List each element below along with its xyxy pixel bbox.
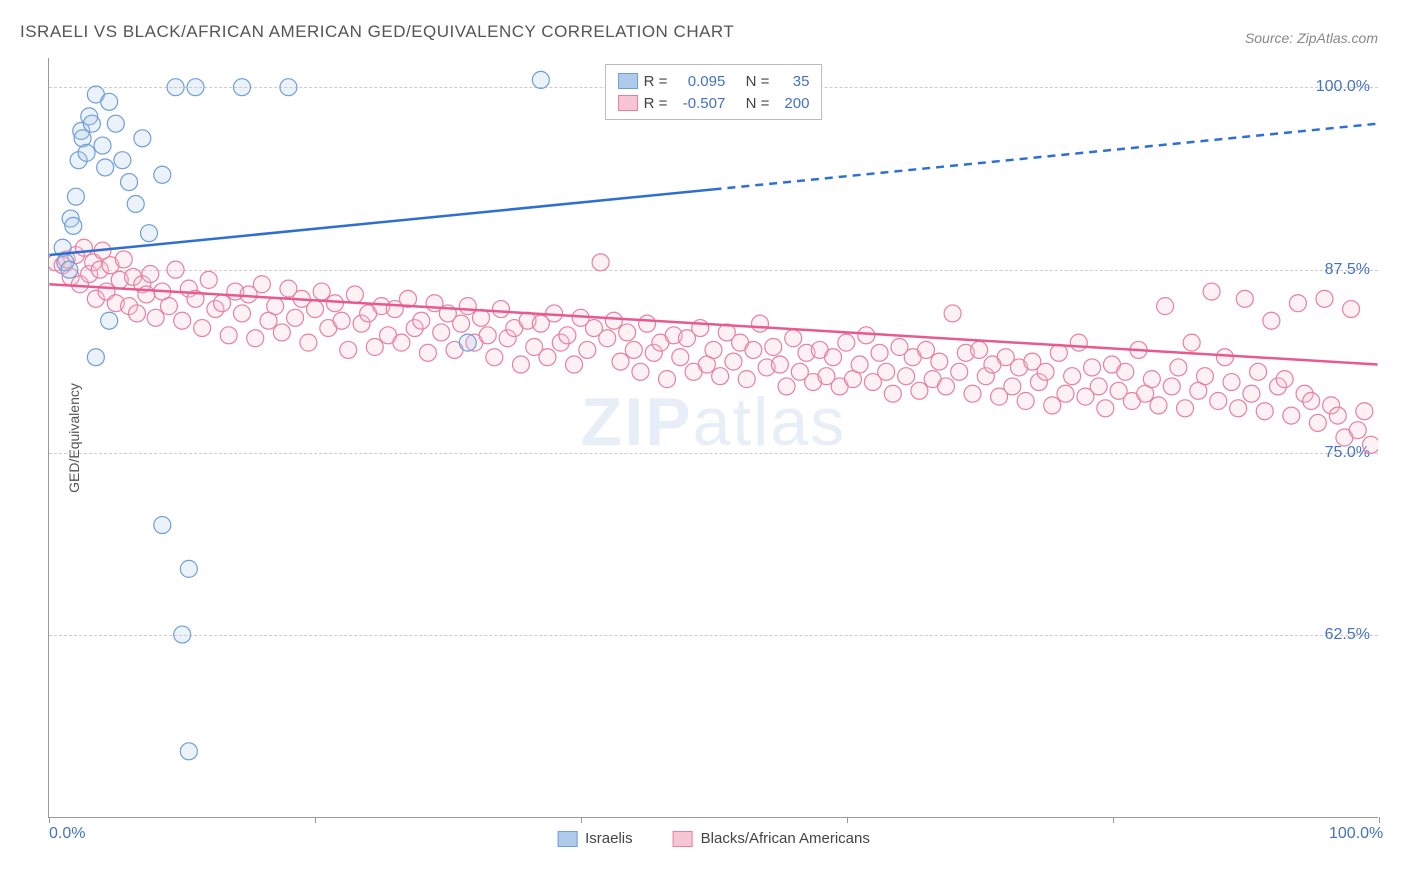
x-tick <box>581 817 582 823</box>
legend-bottom: Israelis Blacks/African Americans <box>557 830 870 847</box>
legend-item-blacks: Blacks/African Americans <box>673 830 870 847</box>
x-tick-label: 0.0% <box>49 825 85 843</box>
x-tick <box>1379 817 1380 823</box>
legend-label-1: Blacks/African Americans <box>701 830 870 847</box>
source-label: Source: ZipAtlas.com <box>1245 30 1378 46</box>
x-tick <box>315 817 316 823</box>
n-value-1: 200 <box>775 95 809 112</box>
r-label: R = <box>644 73 668 90</box>
swatch-israelis-bottom <box>557 831 577 847</box>
swatch-blacks-bottom <box>673 831 693 847</box>
chart-title: ISRAELI VS BLACK/AFRICAN AMERICAN GED/EQ… <box>20 22 734 42</box>
r-label: R = <box>644 95 668 112</box>
n-value-0: 35 <box>775 73 809 90</box>
n-label: N = <box>746 73 770 90</box>
legend-stats: R = 0.095 N = 35 R = -0.507 N = 200 <box>605 64 823 120</box>
legend-stats-row-1: R = -0.507 N = 200 <box>618 92 810 114</box>
x-tick <box>49 817 50 823</box>
plot-area: GED/Equivalency ZIPatlas R = 0.095 N = 3… <box>48 58 1378 818</box>
legend-stats-row-0: R = 0.095 N = 35 <box>618 70 810 92</box>
swatch-blacks <box>618 95 638 111</box>
legend-item-israelis: Israelis <box>557 830 633 847</box>
r-value-1: -0.507 <box>673 95 725 112</box>
chart-container: ISRAELI VS BLACK/AFRICAN AMERICAN GED/EQ… <box>0 0 1406 892</box>
swatch-israelis <box>618 73 638 89</box>
plot-svg <box>49 58 1378 817</box>
x-tick-label: 100.0% <box>1329 825 1383 843</box>
r-value-0: 0.095 <box>673 73 725 90</box>
x-tick <box>847 817 848 823</box>
x-tick <box>1113 817 1114 823</box>
n-label: N = <box>746 95 770 112</box>
legend-label-0: Israelis <box>585 830 633 847</box>
